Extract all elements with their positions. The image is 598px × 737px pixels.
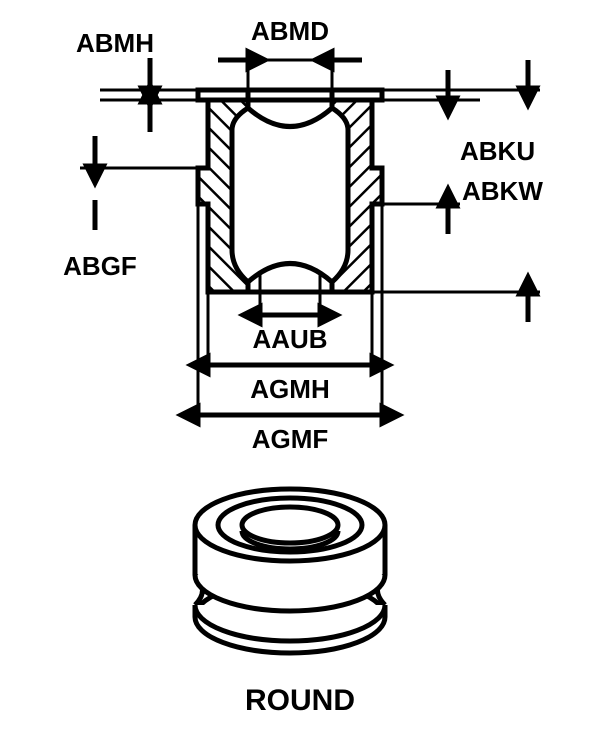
title: ROUND (245, 684, 355, 717)
dim-aaub: AAUB (252, 275, 327, 354)
label-agmh: AGMH (250, 374, 329, 404)
label-agmf: AGMF (252, 424, 329, 454)
label-abgf: ABGF (63, 251, 137, 281)
cross-section (198, 90, 382, 292)
label-abmh: ABMH (76, 28, 154, 58)
label-aaub: AAUB (252, 324, 327, 354)
dim-abmd: ABMD (218, 16, 362, 90)
label-abku: ABKU (460, 136, 535, 166)
label-abkw: ABKW (462, 176, 543, 206)
dim-abku: ABKU (382, 70, 535, 234)
dim-abgf: ABGF (63, 136, 198, 281)
dim-abmh: ABMH (76, 28, 198, 132)
diagram-canvas: ABMD ABMH ABGF ABKU ABKW AAUB (0, 0, 598, 737)
label-abmd: ABMD (251, 16, 329, 46)
iso-view (195, 489, 385, 653)
